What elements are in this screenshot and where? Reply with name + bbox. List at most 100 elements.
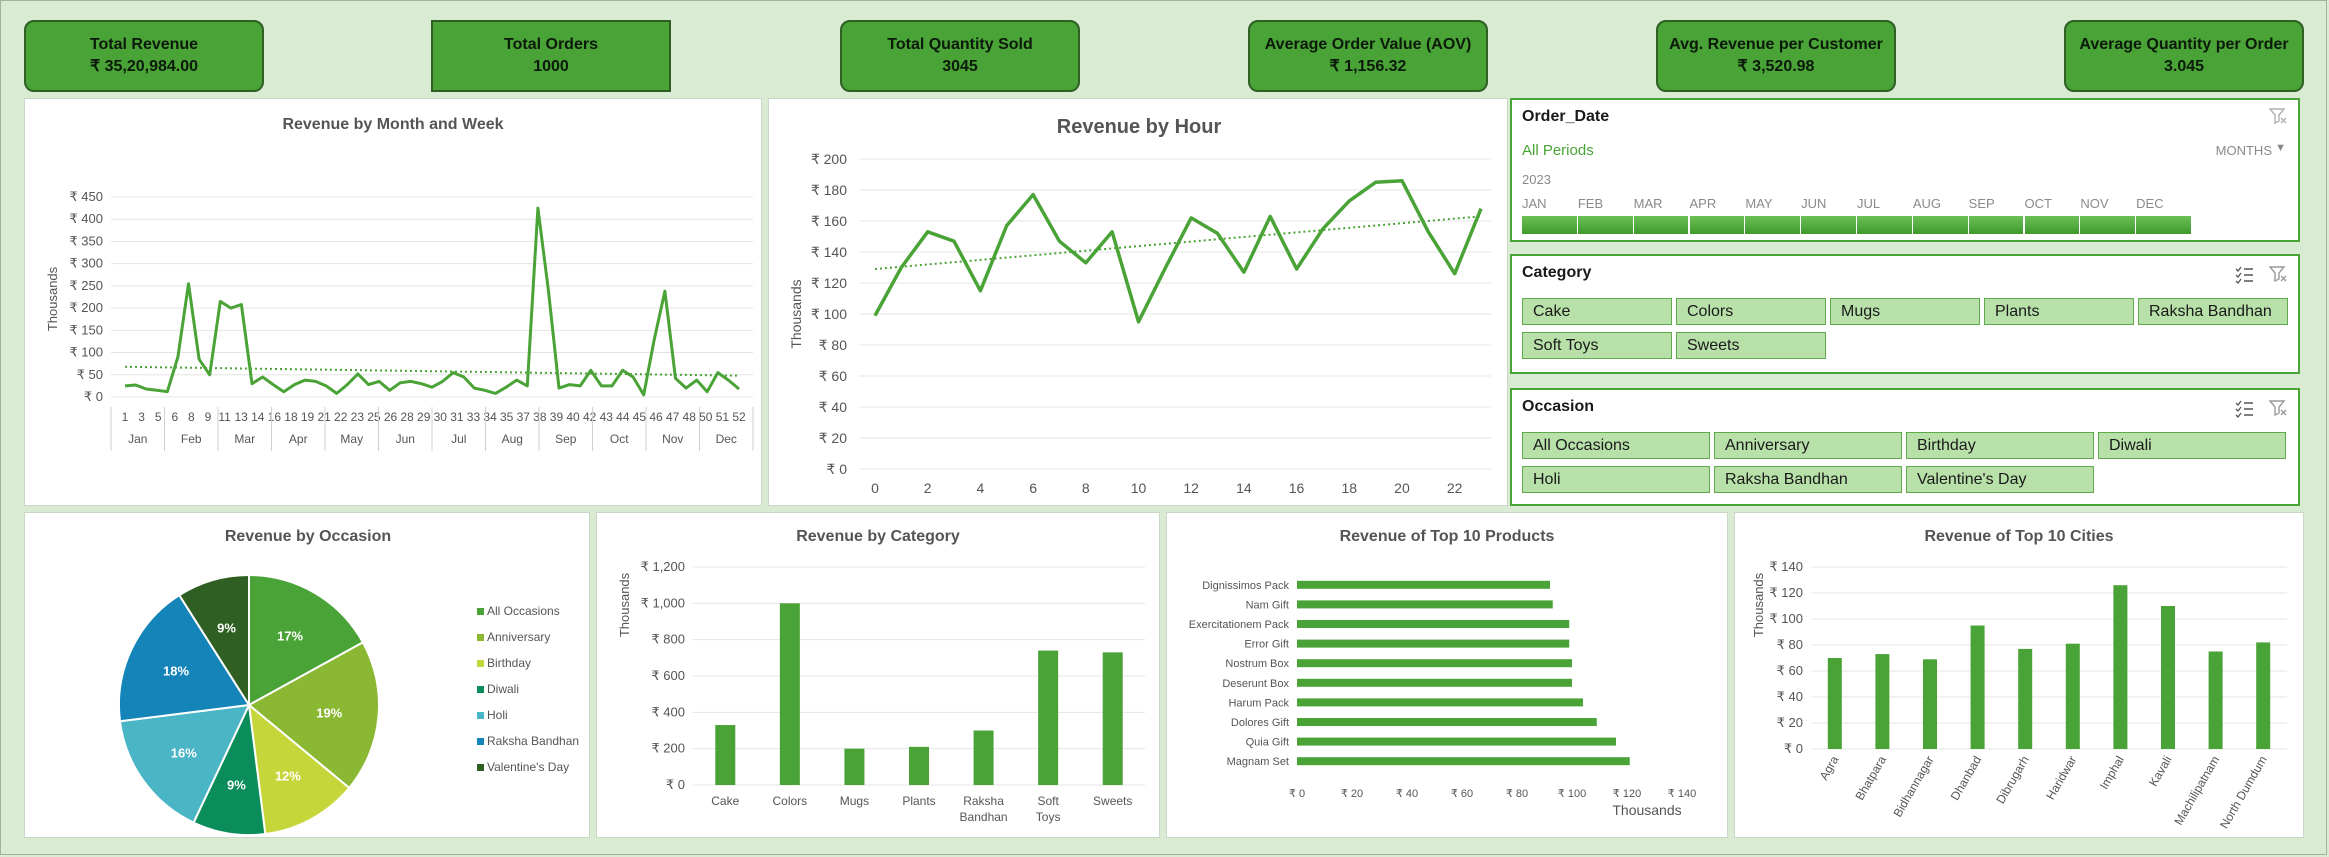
slicer-order-date[interactable]: Order_Date All Periods MONTHS ▼ 2023 JAN… — [1510, 98, 2300, 242]
timeline-month-bar[interactable] — [1745, 216, 1801, 234]
multi-select-icon[interactable] — [2234, 264, 2254, 284]
category-chip-raksha-bandhan[interactable]: Raksha Bandhan — [2138, 298, 2288, 325]
x-tick-label: 11 — [218, 410, 231, 424]
timeline-month-label: MAR — [1633, 196, 1663, 211]
occasion-chip-diwali[interactable]: Diwali — [2098, 432, 2286, 459]
chart-title: Revenue by Occasion — [225, 528, 391, 545]
time-level-dropdown[interactable]: MONTHS — [2215, 143, 2272, 158]
month-label: Apr — [289, 432, 308, 446]
timeline[interactable]: JAN FEB MAR APR MAY JUN JUL AUG SEP OCT NOV DEC — [1522, 196, 2192, 236]
x-tick-label: ₹ 60 — [1451, 788, 1473, 800]
timeline-month-label: JAN — [1522, 196, 1547, 211]
y-tick-label: ₹ 1,200 — [641, 559, 685, 574]
y-axis-label: Thousands — [45, 266, 60, 331]
x-tick-label: 34 — [483, 410, 497, 424]
kpi-avg-revenue-customer: Avg. Revenue per Customer ₹ 3,520.98 — [1656, 20, 1896, 92]
y-tick-label: ₹ 100 — [1769, 611, 1803, 626]
bar — [844, 748, 865, 785]
bar — [973, 730, 994, 785]
legend-swatch — [477, 738, 484, 745]
timeline-month-bar[interactable] — [1857, 216, 1912, 234]
occasion-chip-holi[interactable]: Holi — [1522, 466, 1710, 493]
category-chip-sweets[interactable]: Sweets — [1676, 332, 1826, 359]
legend-swatch — [477, 608, 484, 615]
occasion-chip-birthday[interactable]: Birthday — [1906, 432, 2094, 459]
timeline-month-bar[interactable] — [1689, 216, 1745, 234]
timeline-month-bar[interactable] — [2024, 216, 2080, 234]
timeline-month-bar[interactable] — [2136, 216, 2191, 234]
clear-filter-icon[interactable] — [2268, 398, 2288, 418]
category-chip-cake[interactable]: Cake — [1522, 298, 1672, 325]
x-tick-label: 38 — [533, 410, 547, 424]
y-tick-label: Magnam Set — [1227, 756, 1289, 768]
timeline-month-bar[interactable] — [2080, 216, 2136, 234]
timeline-month-bar[interactable] — [1522, 216, 1577, 234]
occasion-chip-valentines-day[interactable]: Valentine's Day — [1906, 466, 2094, 493]
y-tick-label: ₹ 200 — [811, 151, 847, 167]
slice-label: 12% — [275, 769, 301, 784]
occasion-chip-anniversary[interactable]: Anniversary — [1714, 432, 1902, 459]
x-tick-label: Agra — [1817, 753, 1842, 782]
timeline-month-bar[interactable] — [1633, 216, 1689, 234]
kpi-label: Avg. Revenue per Customer — [1669, 36, 1883, 53]
bar — [1297, 737, 1616, 746]
y-tick-label: ₹ 160 — [811, 213, 847, 229]
y-tick-label: ₹ 20 — [819, 430, 848, 446]
x-tick-label: 51 — [716, 410, 730, 424]
y-tick-label: ₹ 120 — [1769, 585, 1803, 600]
bar — [1297, 757, 1630, 766]
panel-top-products: Revenue of Top 10 Products ₹ 0 ₹ 20 ₹ 40 ₹ 6… — [1166, 512, 1728, 838]
timeline-month-bar[interactable] — [1968, 216, 2024, 234]
kpi-label: Total Quantity Sold — [887, 36, 1033, 53]
x-tick-label: 6 — [171, 410, 178, 424]
slice-label: 17% — [277, 629, 303, 644]
x-tick-label: 30 — [434, 410, 448, 424]
timeline-month-label: OCT — [2024, 196, 2052, 211]
timeline-month-bar[interactable] — [1577, 216, 1633, 234]
month-label: Jun — [396, 432, 415, 446]
y-tick-label: ₹ 120 — [811, 275, 847, 291]
bar — [2161, 606, 2175, 749]
y-axis-label: Thousands — [617, 572, 632, 637]
month-label: May — [340, 432, 363, 446]
timeline-month-bar[interactable] — [1801, 216, 1856, 234]
panel-top-cities: Revenue of Top 10 Cities Thousands ₹ 0 ₹ 20… — [1734, 512, 2304, 838]
chevron-down-icon[interactable]: ▼ — [2275, 142, 2286, 154]
kpi-total-orders: Total Orders 1000 — [431, 20, 671, 92]
y-tick-label: Nostrum Box — [1225, 658, 1289, 670]
month-label: Jan — [128, 432, 147, 446]
month-label: Mar — [234, 432, 255, 446]
bar — [2208, 651, 2223, 749]
bar — [1970, 625, 1985, 749]
category-chip-soft-toys[interactable]: Soft Toys — [1522, 332, 1672, 359]
occasion-chip-all[interactable]: All Occasions — [1522, 432, 1710, 459]
month-label: Nov — [662, 432, 683, 446]
x-tick-label: Sweets — [1093, 794, 1132, 808]
clear-filter-icon[interactable] — [2268, 106, 2288, 126]
period-selector[interactable]: All Periods — [1522, 142, 1594, 159]
timeline-month-bar[interactable] — [1912, 216, 1968, 234]
multi-select-icon[interactable] — [2234, 398, 2254, 418]
trendline — [124, 365, 740, 377]
category-chip-colors[interactable]: Colors — [1676, 298, 1826, 325]
slice-label: 9% — [217, 621, 236, 636]
y-tick-label: Quia Gift — [1246, 737, 1289, 749]
x-tick-label: 20 — [1394, 480, 1410, 496]
category-chip-mugs[interactable]: Mugs — [1830, 298, 1980, 325]
chart-top-products: Revenue of Top 10 Products ₹ 0 ₹ 20 ₹ 40 ₹ 6… — [1189, 528, 1696, 818]
clear-filter-icon[interactable] — [2268, 264, 2288, 284]
legend-label: Raksha Bandhan — [487, 734, 579, 748]
x-axis-label: Thousands — [1612, 802, 1681, 818]
x-tick-label: 39 — [550, 410, 564, 424]
x-tick-label: Imphal — [2097, 754, 2127, 792]
slicer-category: Category Cake Colors Mugs Plants Raksha … — [1510, 254, 2300, 374]
category-chip-plants[interactable]: Plants — [1984, 298, 2134, 325]
x-tick-label: ₹ 80 — [1506, 788, 1528, 800]
x-tick-label: Raksha — [963, 794, 1004, 808]
trendline — [874, 215, 1482, 271]
bar — [2256, 642, 2271, 749]
x-tick-label: 3 — [138, 410, 145, 424]
x-tick-label: 16 — [1289, 480, 1305, 496]
occasion-chip-raksha-bandhan[interactable]: Raksha Bandhan — [1714, 466, 1902, 493]
